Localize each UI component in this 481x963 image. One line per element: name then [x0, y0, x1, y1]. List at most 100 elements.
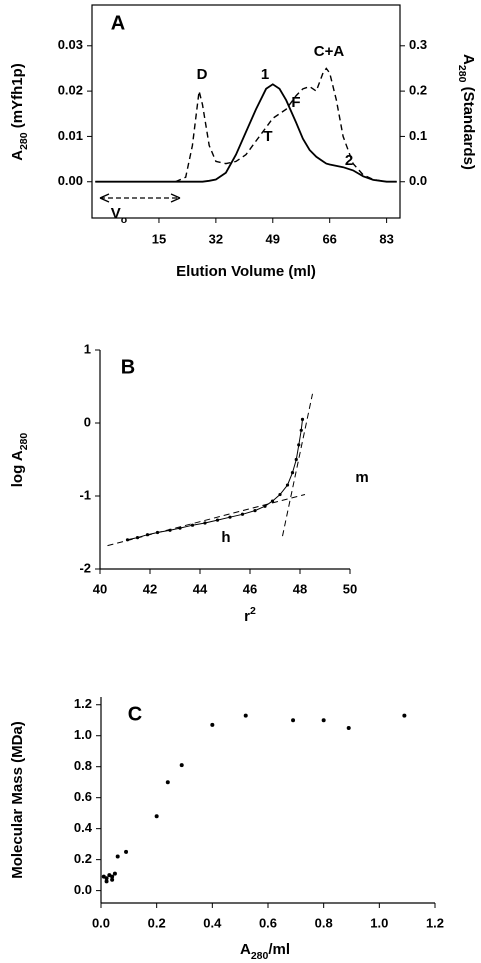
x-tick-label: 1.0 [370, 915, 388, 930]
y-tick-label: 0.01 [58, 128, 83, 143]
label-part: 280 [251, 950, 269, 962]
data-point [125, 538, 130, 542]
fit-label: h [221, 529, 230, 546]
data-point [278, 492, 282, 497]
data-point [155, 530, 160, 535]
y-tick-label: 0.2 [74, 851, 92, 866]
x-tick-label: 15 [152, 231, 166, 246]
data-point [243, 713, 248, 718]
data-point [135, 536, 140, 540]
annotation: T [263, 128, 272, 145]
label-part: /ml [268, 941, 290, 958]
data-point [290, 471, 295, 475]
x-tick-label: 48 [293, 581, 307, 596]
data-point [190, 523, 195, 527]
y2-tick-label: 0.1 [409, 128, 427, 143]
label-part: 280 [456, 65, 468, 83]
data-point [263, 504, 267, 508]
x-tick-label: 0.2 [148, 915, 166, 930]
data-point [165, 780, 170, 785]
y-tick-label: 0.4 [74, 820, 93, 835]
y-tick-label: 0 [84, 414, 91, 429]
vo-arrow [99, 193, 181, 203]
annotation: F [291, 94, 300, 111]
data-point [346, 725, 351, 730]
x-tick-label: 49 [266, 231, 280, 246]
plot-frame [91, 4, 401, 219]
x-tick-label: 0.0 [92, 915, 110, 930]
y-tick-label: 0.6 [74, 789, 92, 804]
data-point [253, 509, 257, 513]
x-tick-label: 0.8 [315, 915, 333, 930]
x-tick-label: 40 [93, 581, 107, 596]
panel-title: C [128, 703, 142, 725]
y-tick-label: -1 [79, 487, 91, 502]
series-line [95, 67, 397, 183]
label-part: (mYfh1p) [9, 63, 26, 132]
data-point [203, 521, 207, 525]
data-point [240, 512, 245, 516]
y2-tick-label: 0.0 [409, 173, 427, 188]
annotation: Vo [111, 205, 127, 226]
label-part: 2 [250, 605, 256, 617]
data-point [104, 876, 109, 881]
data-point [300, 417, 305, 421]
y-tick-label: 1.0 [74, 727, 92, 742]
data-point [179, 763, 184, 768]
data-point [110, 877, 115, 882]
y-tick-label: 1 [84, 341, 91, 356]
data-point [178, 526, 182, 530]
data-point [297, 443, 301, 447]
data-point [115, 854, 120, 859]
x-tick-label: 66 [322, 231, 336, 246]
label-part: A [240, 941, 251, 958]
data-point [285, 483, 290, 487]
x-axis-label: A280/ml [240, 941, 290, 962]
x-tick-label: 44 [193, 581, 208, 596]
label-part: A [9, 150, 26, 161]
data-point [228, 515, 232, 519]
vo-arrow-heads [99, 193, 181, 203]
data-point [215, 518, 220, 522]
data-point [294, 457, 298, 462]
x-axis-label: r2 [244, 605, 256, 625]
y2-axis-label: A280 (Standards) [456, 54, 477, 170]
y-tick-label: 0.03 [58, 37, 83, 52]
x-tick-label: 32 [209, 231, 223, 246]
y2-tick-label: 0.2 [409, 83, 427, 98]
data-point [402, 713, 407, 718]
y-axis-label: log A280 [9, 433, 30, 488]
y-axis-label: Molecular Mass (MDa) [9, 721, 26, 879]
x-tick-label: 42 [143, 581, 157, 596]
data-point [270, 499, 275, 503]
data-point [210, 722, 215, 727]
x-tick-label: 0.6 [259, 915, 277, 930]
data-point [321, 718, 326, 723]
panel-title: A [111, 12, 125, 34]
annotation: 1 [261, 66, 269, 83]
x-axis-label: Elution Volume (ml) [176, 263, 316, 280]
data-point [124, 849, 129, 854]
y-tick-label: -2 [79, 560, 91, 575]
y-tick-label: 0.0 [74, 882, 92, 897]
data-point [112, 871, 117, 876]
x-tick-label: 0.4 [203, 915, 222, 930]
label-part: log A [9, 450, 26, 487]
x-tick-label: 83 [379, 231, 393, 246]
data-point [291, 718, 296, 723]
data-point [168, 528, 172, 532]
label-part: (Standards) [460, 82, 477, 170]
data-point [104, 879, 109, 884]
data-point [145, 533, 150, 537]
y-tick-label: 1.2 [74, 696, 92, 711]
fit-label: m [355, 469, 368, 486]
series-line [95, 83, 397, 183]
label-part: V [111, 205, 121, 222]
label-part: r [244, 608, 250, 625]
annotation: D [197, 66, 208, 83]
panel-title: B [121, 356, 135, 378]
y-tick-label: 0.8 [74, 758, 92, 773]
data-point [299, 428, 303, 432]
